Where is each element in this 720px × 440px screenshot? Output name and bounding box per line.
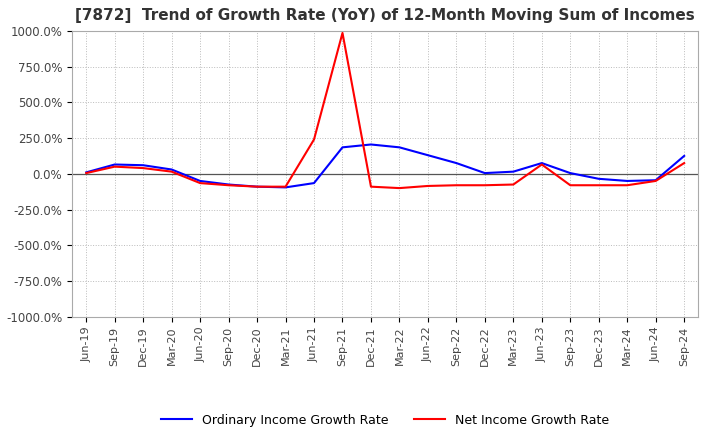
Legend: Ordinary Income Growth Rate, Net Income Growth Rate: Ordinary Income Growth Rate, Net Income …	[156, 409, 614, 432]
Net Income Growth Rate	[310, 137, 318, 142]
Ordinary Income Growth Rate	[480, 170, 489, 176]
Ordinary Income Growth Rate	[623, 178, 631, 183]
Ordinary Income Growth Rate	[452, 161, 461, 166]
Net Income Growth Rate	[395, 186, 404, 191]
Ordinary Income Growth Rate	[253, 184, 261, 189]
Ordinary Income Growth Rate	[196, 178, 204, 183]
Net Income Growth Rate	[139, 165, 148, 171]
Line: Ordinary Income Growth Rate: Ordinary Income Growth Rate	[86, 144, 684, 187]
Net Income Growth Rate	[225, 183, 233, 188]
Net Income Growth Rate	[338, 30, 347, 36]
Ordinary Income Growth Rate	[110, 162, 119, 167]
Ordinary Income Growth Rate	[537, 161, 546, 166]
Net Income Growth Rate	[110, 164, 119, 169]
Net Income Growth Rate	[253, 184, 261, 189]
Net Income Growth Rate	[366, 184, 375, 189]
Ordinary Income Growth Rate	[82, 170, 91, 175]
Title: [7872]  Trend of Growth Rate (YoY) of 12-Month Moving Sum of Incomes: [7872] Trend of Growth Rate (YoY) of 12-…	[76, 7, 695, 23]
Ordinary Income Growth Rate	[139, 162, 148, 168]
Ordinary Income Growth Rate	[167, 167, 176, 172]
Ordinary Income Growth Rate	[680, 153, 688, 158]
Net Income Growth Rate	[423, 183, 432, 189]
Ordinary Income Growth Rate	[395, 145, 404, 150]
Net Income Growth Rate	[282, 184, 290, 189]
Net Income Growth Rate	[509, 182, 518, 187]
Net Income Growth Rate	[167, 169, 176, 174]
Ordinary Income Growth Rate	[310, 180, 318, 186]
Ordinary Income Growth Rate	[338, 145, 347, 150]
Net Income Growth Rate	[652, 178, 660, 183]
Net Income Growth Rate	[566, 183, 575, 188]
Net Income Growth Rate	[595, 183, 603, 188]
Ordinary Income Growth Rate	[595, 176, 603, 181]
Ordinary Income Growth Rate	[423, 153, 432, 158]
Ordinary Income Growth Rate	[225, 182, 233, 187]
Net Income Growth Rate	[82, 170, 91, 176]
Net Income Growth Rate	[452, 183, 461, 188]
Ordinary Income Growth Rate	[366, 142, 375, 147]
Net Income Growth Rate	[196, 180, 204, 186]
Line: Net Income Growth Rate: Net Income Growth Rate	[86, 33, 684, 188]
Ordinary Income Growth Rate	[282, 185, 290, 190]
Net Income Growth Rate	[537, 162, 546, 167]
Net Income Growth Rate	[623, 183, 631, 188]
Net Income Growth Rate	[480, 183, 489, 188]
Ordinary Income Growth Rate	[652, 178, 660, 183]
Ordinary Income Growth Rate	[566, 170, 575, 176]
Net Income Growth Rate	[680, 161, 688, 166]
Ordinary Income Growth Rate	[509, 169, 518, 174]
